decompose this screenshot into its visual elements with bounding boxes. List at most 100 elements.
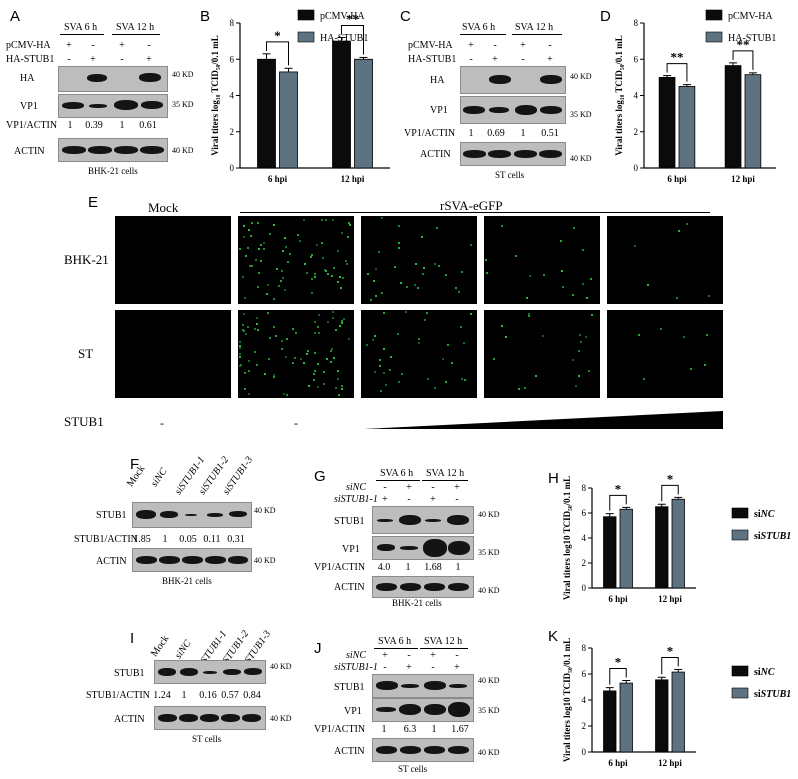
ratio-value: 1 — [162, 534, 168, 545]
gfp-signal — [446, 343, 449, 346]
mock-label: Mock — [148, 200, 179, 215]
actin-blot — [154, 706, 266, 730]
gfp-signal — [587, 370, 590, 373]
gfp-signal — [248, 228, 250, 231]
ratio-label: STUB1/ACTIN — [74, 534, 138, 545]
gfp-signal — [374, 268, 377, 271]
row-label: siNC — [346, 482, 367, 493]
sign: - — [455, 494, 459, 505]
ratio-value: 0.69 — [487, 128, 505, 139]
sign: + — [66, 40, 72, 51]
gfp-signal — [348, 338, 351, 341]
panel-letter: K — [548, 628, 559, 645]
chart-h: 0 2 4 6 8 Viral titers log10 TCID₅₀/0.1 mL * 6 … — [562, 471, 791, 604]
gfp-signal — [347, 221, 350, 224]
gfp-signal — [325, 269, 328, 272]
gfp-signal — [524, 386, 527, 389]
bar — [603, 690, 617, 753]
blot-label: ACTIN — [420, 149, 451, 160]
bar — [603, 516, 617, 589]
gfp-signal — [334, 328, 337, 331]
gfp-signal — [421, 272, 424, 275]
blot-label: STUB1 — [96, 510, 127, 521]
gfp-signal — [247, 246, 250, 249]
chart-d: 0 2 4 6 8 Viral titers log₁₀ TCID₅₀/0.1 mL ** 6… — [614, 9, 776, 184]
gfp-signal — [417, 338, 420, 341]
gfp-signal — [484, 259, 487, 262]
sign: - — [120, 54, 124, 65]
gfp-signal — [331, 219, 334, 222]
gfp-signal — [337, 280, 340, 283]
gfp-signal — [268, 336, 271, 339]
x-tick-label: 12 hpi — [658, 594, 682, 604]
marker: 40 KD — [478, 676, 500, 685]
marker: 35 KD — [172, 100, 194, 109]
marker: 35 KD — [570, 110, 592, 119]
gfp-signal — [256, 329, 259, 332]
gfp-signal — [249, 265, 252, 268]
gfp-signal — [322, 383, 325, 386]
sign: - — [469, 54, 473, 65]
gfp-signal — [269, 233, 272, 236]
y-tick-label: 8 — [230, 18, 235, 28]
gfp-signal — [425, 311, 428, 314]
gfp-signal — [280, 270, 283, 273]
y-axis-label: Viral titers log10 TCID₅₀/0.1 mL — [562, 476, 572, 600]
gfp-signal — [590, 278, 593, 281]
gfp-signal — [442, 358, 445, 361]
blot-label: VP1 — [20, 101, 38, 112]
lane-label: Mock — [148, 633, 172, 659]
gfp-signal — [266, 311, 269, 314]
x-tick-label: 6 hpi — [268, 174, 288, 184]
gfp-signal — [273, 376, 276, 379]
gfp-signal — [288, 253, 291, 256]
gfp-signal — [463, 341, 466, 344]
gfp-signal — [287, 261, 290, 264]
gfp-signal — [243, 388, 246, 391]
gfp-signal — [281, 276, 284, 279]
ratio-value: 0.11 — [203, 534, 221, 545]
header-sva12: SVA 12 h — [116, 22, 155, 33]
gfp-signal — [685, 222, 688, 225]
blot-label: ACTIN — [114, 714, 145, 725]
gfp-signal — [283, 236, 286, 239]
micrograph — [115, 216, 231, 304]
gfp-signal — [257, 286, 260, 289]
gfp-signal — [298, 239, 301, 242]
bar — [671, 671, 685, 753]
panel-letter: C — [400, 8, 411, 25]
gfp-signal — [340, 388, 343, 391]
gfp-signal — [638, 334, 640, 337]
lane-label: siNC — [148, 466, 170, 489]
cell-line-label: BHK-21 cells — [392, 598, 442, 608]
chart-b: 0 2 4 6 8 Viral titers log₁₀ TCID₅₀/0.1 mL * 6 … — [210, 9, 390, 184]
gfp-signal — [575, 385, 578, 388]
gfp-signal — [314, 332, 317, 335]
gfp-signal — [338, 325, 341, 328]
gfp-signal — [321, 218, 324, 221]
significance-label: * — [667, 471, 674, 486]
gfp-signal — [277, 285, 280, 288]
micrograph — [484, 310, 600, 398]
gfp-signal — [492, 357, 495, 360]
blot-label: ACTIN — [14, 146, 45, 157]
legend-label: HA-STUB1 — [728, 33, 776, 44]
gfp-signal — [305, 272, 308, 275]
actin-blot — [372, 738, 474, 762]
panel-letter: G — [314, 468, 326, 485]
ratio-value: 0.57 — [221, 690, 239, 701]
y-tick-label: 0 — [634, 163, 639, 173]
lane-label: Mock — [124, 463, 148, 489]
gfp-signal — [330, 274, 333, 277]
significance-label: ** — [737, 37, 750, 52]
sign: + — [520, 40, 526, 51]
gfp-signal — [285, 337, 288, 340]
gfp-signal — [238, 340, 241, 343]
gfp-signal — [255, 316, 258, 319]
bar — [671, 498, 685, 589]
gfp-signal — [417, 342, 420, 345]
gfp-signal — [383, 371, 386, 374]
gfp-signal — [239, 344, 242, 347]
gfp-signal — [263, 372, 266, 375]
gfp-signal — [242, 324, 244, 327]
